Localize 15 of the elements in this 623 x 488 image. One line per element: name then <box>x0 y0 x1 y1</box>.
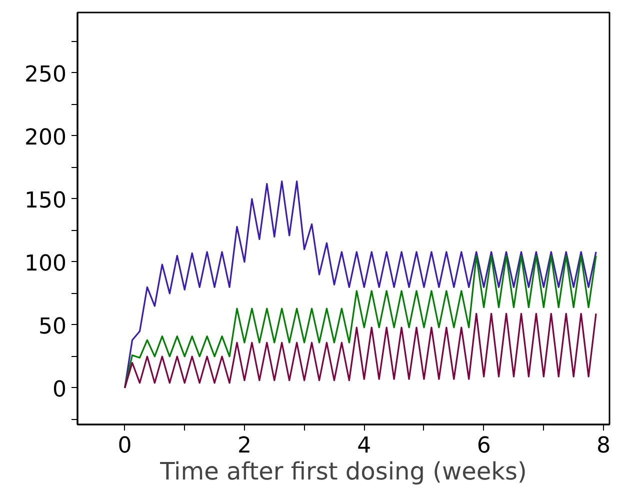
x-tick-label: 0 <box>118 434 132 458</box>
x-tick-label: 8 <box>596 434 611 458</box>
line-series <box>124 254 597 389</box>
line-series <box>124 180 597 389</box>
x-tick-label: 2 <box>237 434 252 458</box>
y-tick-label: 100 <box>24 251 67 276</box>
x-axis-title: Time after first dosing (weeks) <box>159 458 527 486</box>
x-tick-label: 4 <box>357 434 372 458</box>
y-tick-label: 200 <box>24 125 67 150</box>
x-tick-label: 6 <box>476 434 491 458</box>
y-tick-label: 250 <box>24 62 67 88</box>
y-tick-label: 50 <box>38 314 67 340</box>
y-tick-label: 0 <box>52 377 67 402</box>
y-tick-label: 150 <box>24 188 67 214</box>
line-series <box>124 312 597 389</box>
